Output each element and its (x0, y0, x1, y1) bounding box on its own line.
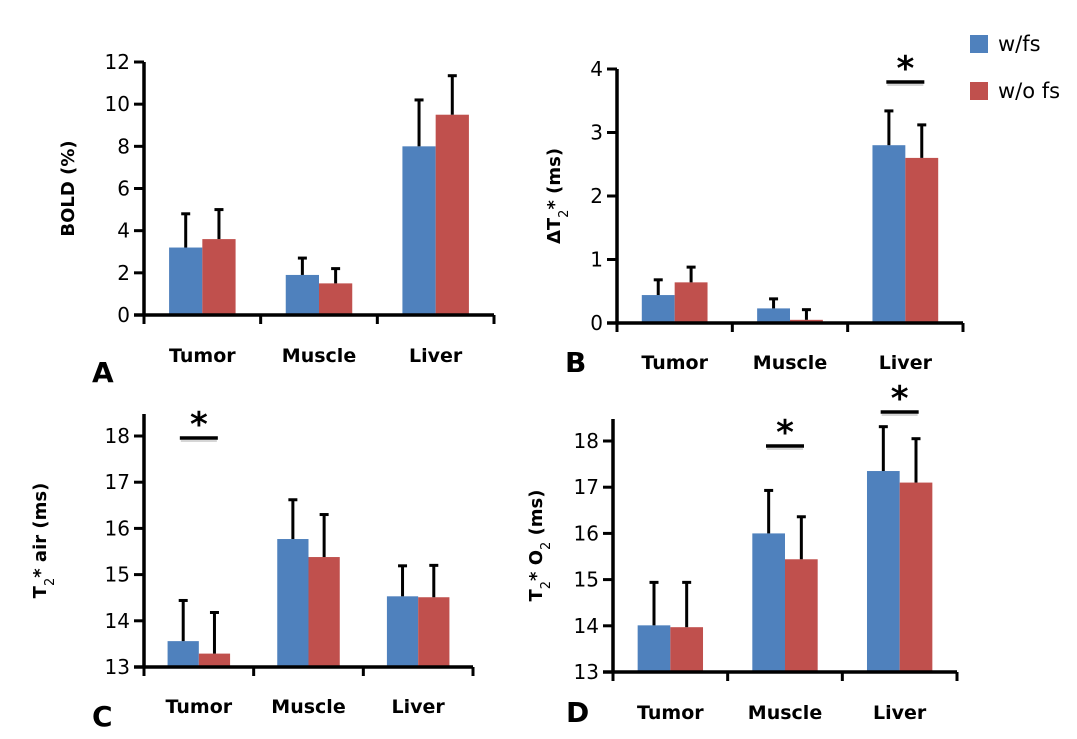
legend-label-w-fs: w/fs (998, 32, 1041, 56)
significance-star: * (776, 413, 794, 453)
y-tick-label: 13 (105, 655, 130, 679)
category-label-muscle: Muscle (753, 352, 827, 374)
significance-star: * (190, 405, 208, 445)
y-tick-label: 12 (105, 50, 130, 74)
y-axis-title: BOLD (%) (58, 140, 79, 236)
y-axis-title-part: T (30, 585, 51, 598)
y-tick-label: 16 (105, 516, 130, 540)
significance-star: * (896, 49, 914, 89)
y-tick-label: 15 (574, 568, 599, 592)
y-axis-title-part: * O (526, 550, 547, 581)
category-label-tumor: Tumor (169, 345, 236, 367)
panel-c: Tumor Muscle Liver 13 14 15 16 17 18 T2* air (ms)… (30, 405, 475, 733)
y-axis-title-part: T (526, 589, 547, 602)
y-axis-title-subscript: 2 (557, 210, 572, 218)
y-tick-label: 10 (105, 92, 130, 116)
y-axis-title-part: (ms) (526, 489, 547, 541)
bar-muscle-w-fs (285, 274, 319, 315)
category-label-liver: Liver (879, 352, 933, 374)
bar-tumor-w-fs (641, 295, 675, 323)
category-label-muscle: Muscle (282, 345, 356, 367)
bar-muscle-w-o-fs (319, 283, 353, 315)
y-tick-label: 6 (117, 177, 130, 201)
bar-muscle-w-fs (757, 308, 790, 323)
y-tick-label: 15 (105, 563, 130, 587)
bar-liver-w-fs (386, 596, 419, 667)
panel-letter: A (92, 356, 114, 389)
y-tick-label: 0 (590, 311, 603, 335)
panel-letter: C (92, 700, 113, 733)
panel-letter: D (566, 696, 589, 729)
legend-swatch-w-o-fs (970, 82, 988, 100)
bar-liver-w-o-fs (905, 157, 939, 323)
y-tick-label: 2 (117, 261, 130, 285)
y-axis-title: ΔT2* (ms) (544, 148, 572, 244)
y-tick-label: 1 (590, 248, 603, 272)
y-tick-label: 17 (574, 475, 599, 499)
bar-tumor-w-o-fs (670, 627, 704, 672)
bar-muscle-w-o-fs (785, 559, 818, 672)
bar-liver-w-fs (866, 471, 900, 672)
y-tick-label: 14 (105, 609, 130, 633)
significance-star: * (891, 379, 909, 419)
y-axis-title-subscript: 2 (539, 581, 554, 589)
bar-tumor-w-fs (167, 641, 199, 667)
bar-liver-w-o-fs (418, 597, 450, 667)
bar-muscle-w-fs (277, 539, 309, 667)
y-axis-title: T2* air (ms) (30, 483, 58, 599)
bar-tumor-w-o-fs (198, 653, 231, 667)
y-tick-label: 16 (574, 521, 599, 545)
y-tick-label: 3 (590, 121, 603, 145)
y-tick-label: 4 (590, 57, 603, 81)
category-label-tumor: Tumor (166, 696, 233, 718)
bar-muscle-w-o-fs (308, 557, 340, 667)
y-tick-label: 4 (117, 219, 130, 243)
y-tick-label: 8 (117, 134, 130, 158)
legend-label-w-o-fs: w/o fs (998, 79, 1060, 103)
y-tick-label: 18 (574, 429, 599, 453)
bar-tumor-w-fs (637, 625, 671, 672)
bar-muscle-w-fs (752, 533, 785, 672)
category-label-liver: Liver (392, 696, 446, 718)
y-axis-title-part: * (ms) (544, 148, 565, 210)
y-axis-title-subscript: 2 (539, 542, 554, 550)
y-axis-title-subscript: 2 (43, 578, 58, 586)
category-label-tumor: Tumor (637, 702, 704, 724)
bar-tumor-w-o-fs (674, 282, 708, 323)
panel-letter: B (565, 346, 586, 379)
category-label-tumor: Tumor (641, 352, 708, 374)
y-tick-label: 13 (574, 660, 599, 684)
y-tick-label: 18 (105, 424, 130, 448)
y-tick-label: 2 (590, 184, 603, 208)
bar-liver-w-o-fs (435, 114, 469, 315)
y-axis-title-part: ΔT (544, 217, 565, 244)
bar-liver-w-fs (402, 146, 436, 315)
bar-tumor-w-o-fs (202, 239, 236, 315)
y-tick-label: 17 (105, 470, 130, 494)
y-axis-title-part: * air (ms) (30, 483, 51, 578)
category-label-liver: Liver (409, 345, 463, 367)
legend: w/fs w/o fs (970, 32, 1060, 103)
bar-liver-w-o-fs (899, 482, 933, 672)
panel-a: Tumor Muscle Liver 0 2 4 6 8 10 12 BOLD (%) A (58, 50, 496, 389)
bar-liver-w-fs (872, 145, 906, 323)
y-axis-title: T2* O2 (ms) (526, 489, 554, 601)
y-axis-title-part: BOLD (%) (58, 140, 79, 236)
y-tick-label: 0 (117, 303, 130, 327)
legend-swatch-w-fs (970, 35, 988, 53)
y-tick-label: 14 (574, 614, 599, 638)
category-label-muscle: Muscle (271, 696, 345, 718)
category-label-muscle: Muscle (748, 702, 822, 724)
bar-tumor-w-fs (169, 247, 203, 315)
category-label-liver: Liver (873, 702, 927, 724)
